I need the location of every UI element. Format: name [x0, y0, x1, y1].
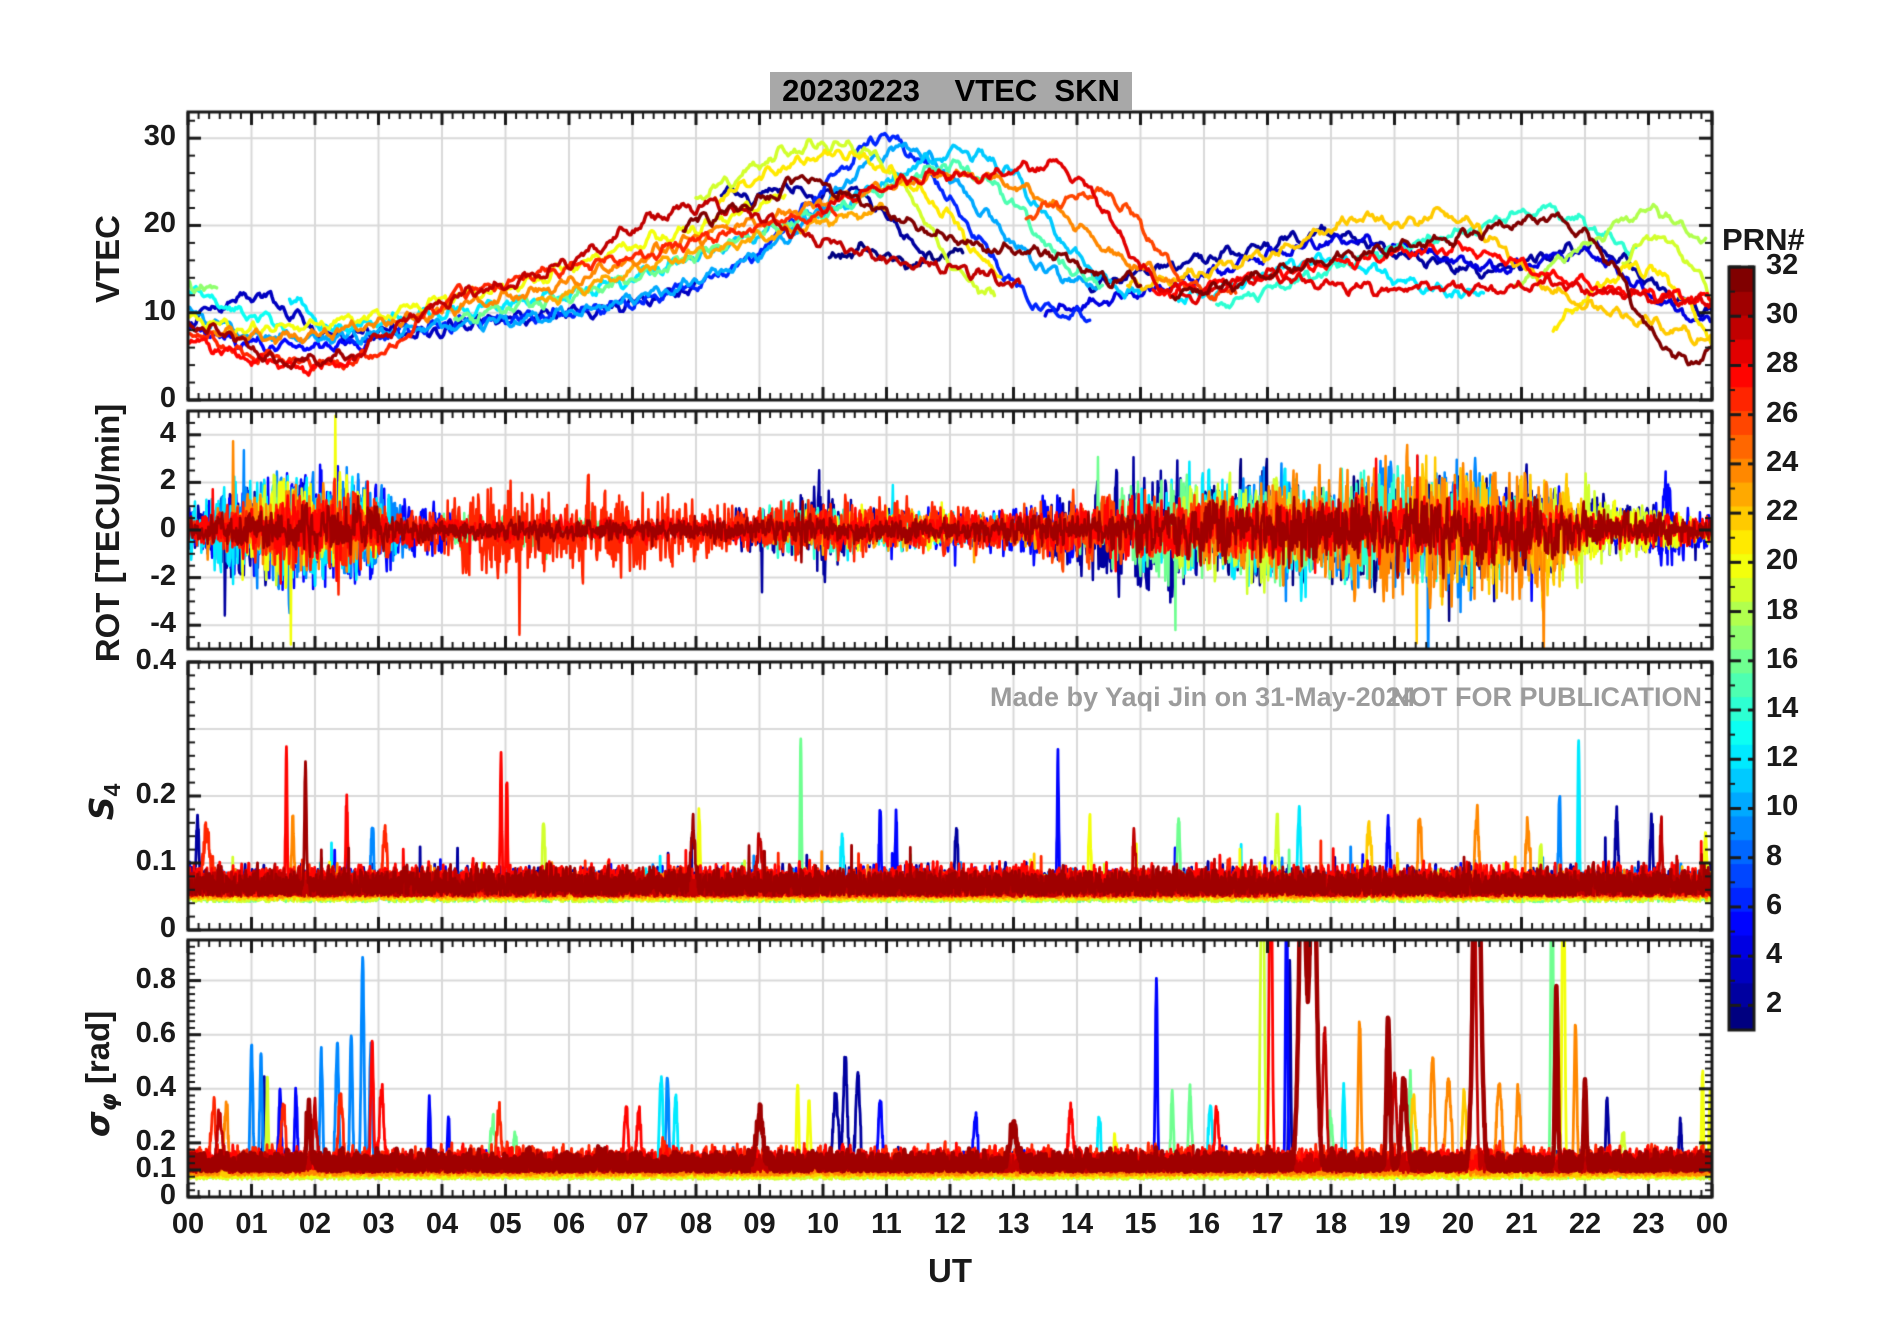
colorbar-tick-label: 4 [1766, 938, 1783, 971]
x-tick-label: 06 [552, 1208, 586, 1240]
y-tick-label: 0 [159, 1179, 176, 1211]
x-tick-label: 16 [1187, 1208, 1221, 1240]
x-tick-label: 00 [1695, 1208, 1729, 1240]
colorbar-tick-label: 32 [1766, 249, 1799, 281]
x-tick-label: 05 [489, 1208, 522, 1240]
plot-title-box: 20230223 VTEC SKN [770, 72, 1132, 110]
y-tick-label: 0.2 [135, 1124, 176, 1157]
colorbar-tick-label: 8 [1766, 839, 1783, 872]
watermark-credit: Made by Yaqi Jin on 31-May-2024 [990, 682, 1416, 712]
y-tick-label: 30 [143, 120, 176, 153]
x-tick-label: 23 [1632, 1208, 1665, 1240]
x-tick-label: 20 [1441, 1208, 1475, 1240]
x-tick-label: 17 [1251, 1208, 1284, 1240]
x-tick-label: 08 [679, 1208, 713, 1240]
y-tick-label: 0 [159, 382, 176, 414]
x-tick-label: 01 [235, 1208, 268, 1240]
colorbar-tick-label: 16 [1766, 642, 1799, 675]
y-tick-label: 20 [143, 207, 176, 240]
y-tick-label: 0.1 [135, 1151, 176, 1184]
y-tick-label: 0.6 [135, 1016, 176, 1049]
y-tick-label: 2 [159, 464, 176, 497]
y-tick-label: 0.4 [135, 1070, 176, 1103]
x-tick-label: 03 [362, 1208, 395, 1240]
x-tick-label: 02 [298, 1208, 332, 1240]
watermark-notice: NOT FOR PUBLICATION [1390, 682, 1702, 712]
colorbar-tick-label: 24 [1766, 445, 1799, 478]
y-tick-label: 10 [143, 294, 176, 327]
colorbar-tick-label: 14 [1766, 692, 1799, 725]
colorbar-tick-label: 20 [1766, 544, 1799, 577]
y-tick-label: 0 [159, 512, 176, 544]
y-tick-label: 0.4 [135, 644, 176, 676]
colorbar-tick-label: 6 [1766, 888, 1783, 921]
x-tick-label: 22 [1568, 1208, 1602, 1240]
x-tick-label: 04 [425, 1208, 459, 1240]
y-tick-label: 0.8 [135, 962, 176, 995]
colorbar-title: PRN# [1722, 222, 1805, 257]
y-tick-label: -4 [150, 607, 176, 640]
x-tick-label: 14 [1060, 1208, 1094, 1240]
y-tick-label: -2 [150, 559, 176, 592]
plot-title: 20230223 VTEC SKN [782, 73, 1120, 108]
colorbar-tick-label: 2 [1766, 987, 1783, 1020]
x-tick-label: 18 [1314, 1208, 1348, 1240]
x-tick-label: 19 [1378, 1208, 1411, 1240]
y-tick-label: 0.1 [135, 845, 176, 877]
x-tick-label: 13 [997, 1208, 1030, 1240]
x-tick-label: 11 [871, 1208, 902, 1240]
y-tick-label: 0 [159, 912, 176, 944]
y-tick-label: 0.2 [135, 778, 176, 810]
x-tick-label: 15 [1124, 1208, 1157, 1240]
x-tick-label: 09 [743, 1208, 776, 1240]
x-tick-label: 12 [933, 1208, 967, 1240]
y-tick-label: 4 [159, 416, 176, 449]
x-tick-label: 00 [171, 1208, 205, 1240]
colorbar-tick-label: 30 [1766, 298, 1799, 331]
x-tick-label: 07 [616, 1208, 649, 1240]
colorbar-tick-label: 12 [1766, 741, 1799, 774]
x-tick-label: 21 [1505, 1208, 1538, 1240]
colorbar-tick-label: 18 [1766, 593, 1799, 626]
colorbar-tick-label: 22 [1766, 495, 1799, 528]
colorbar-tick-label: 10 [1766, 790, 1799, 823]
x-tick-label: 10 [806, 1208, 840, 1240]
colorbar-tick-label: 28 [1766, 347, 1799, 380]
xlabel-ut: UT [928, 1252, 972, 1289]
colorbar-tick-label: 26 [1766, 396, 1799, 429]
